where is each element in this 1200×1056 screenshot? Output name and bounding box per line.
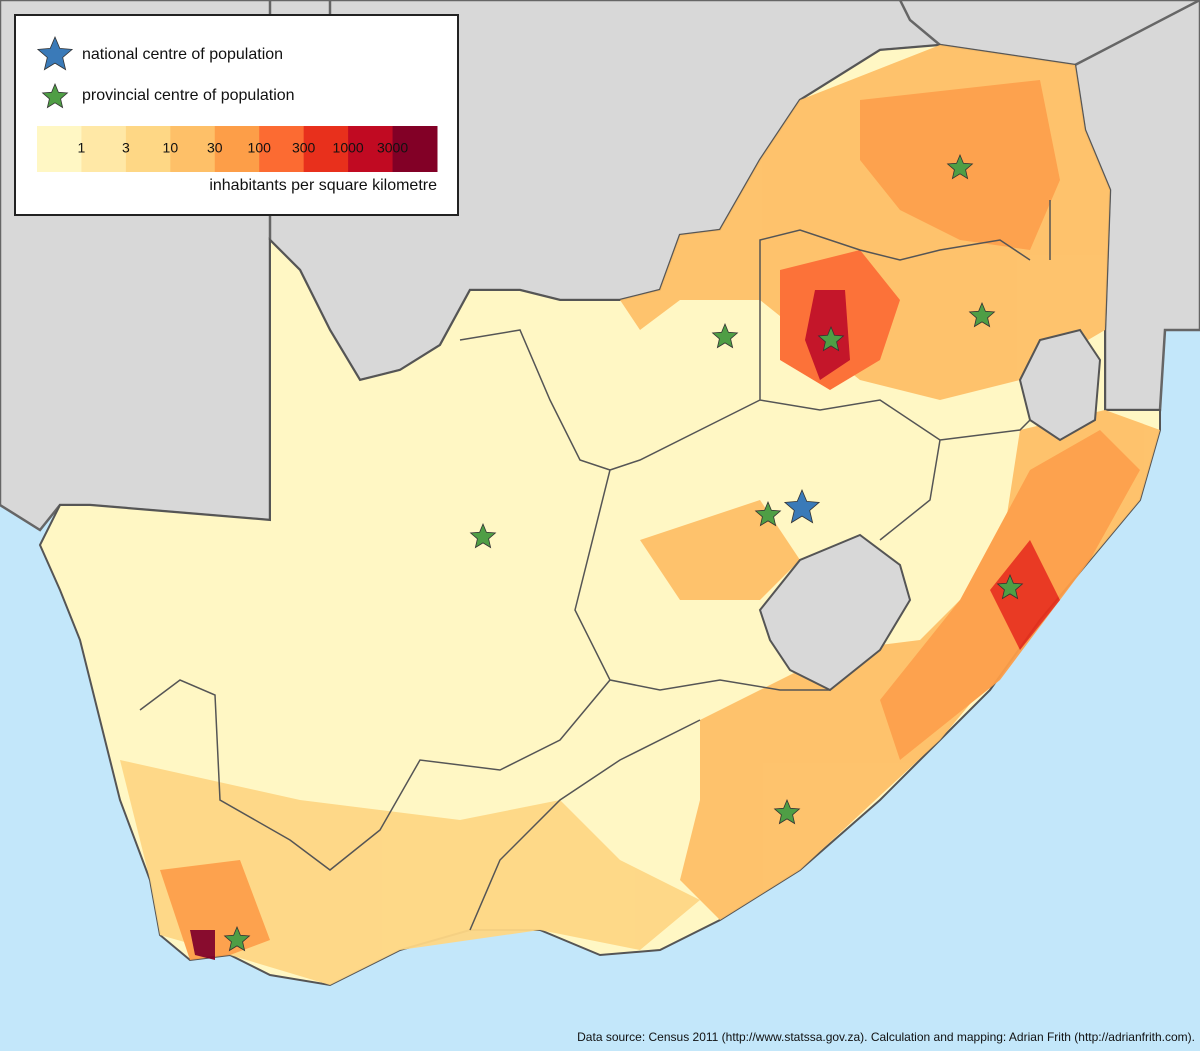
legend-box [14,14,459,216]
density-area [640,500,800,600]
scale-caption: inhabitants per square kilometre [209,177,437,194]
national-star [783,488,821,524]
scale-label: 1 [78,140,86,156]
scale-label: 3000 [377,140,408,156]
scale-swatch [392,126,438,172]
scale-label: 1000 [333,140,364,156]
scale-swatch [348,126,394,172]
scale-swatch [81,126,127,172]
density-area [990,540,1060,650]
source-note: Data source: Census 2011 (http://www.sta… [577,1030,1195,1044]
provincial-star [946,153,974,180]
provincial-star [469,522,497,549]
legend-label: provincial centre of population [82,87,295,104]
lesotho [758,533,912,692]
scale-swatch [170,126,216,172]
provincial-borders [139,200,1051,931]
scale-swatch [37,126,82,172]
legend-star [36,35,74,71]
scale-swatch [259,126,305,172]
provincial-star [817,325,845,352]
provincial-star [996,573,1024,600]
scale-swatch [125,126,171,172]
density-scale: 1 3 10 30 100 300 1000 3000 [37,126,438,172]
density-area [160,860,270,960]
provincial-star [773,798,801,825]
scale-swatch [214,126,260,172]
provincial-star [754,500,782,527]
provincial-star [223,925,251,952]
stars [223,153,1024,952]
legend-star [41,82,69,109]
provincial-star [711,322,739,349]
eswatini [1018,328,1102,442]
scale-swatch [303,126,349,172]
scale-label: 10 [163,140,179,156]
scale-label: 3 [122,140,130,156]
provincial-star [968,301,996,328]
scale-label: 300 [292,140,316,156]
legend-label: national centre of population [82,46,283,63]
scale-label: 100 [248,140,272,156]
scale-label: 30 [207,140,223,156]
density-area [190,930,215,960]
